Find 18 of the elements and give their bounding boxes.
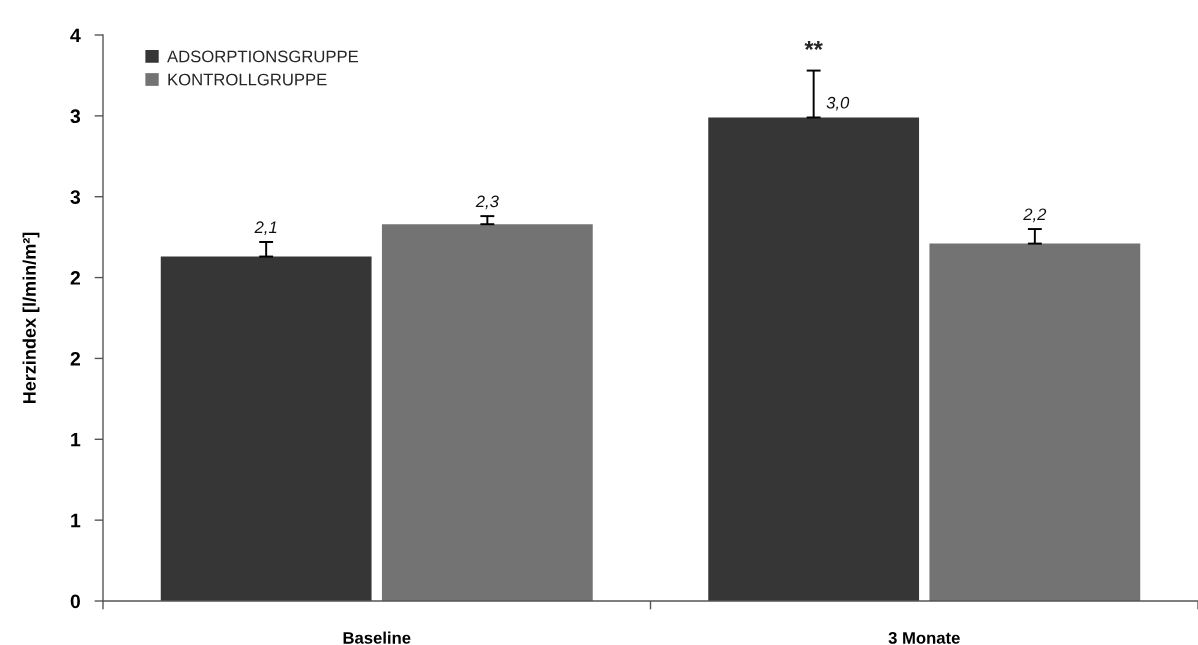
- data-label: 3,0: [826, 96, 850, 111]
- x-tick-label: Baseline: [343, 631, 411, 644]
- data-label: 2,2: [1023, 208, 1047, 223]
- annotation: **: [804, 41, 823, 50]
- data-label: 2,1: [254, 221, 277, 236]
- y-axis-title: Herzindex [l/min/m²]: [22, 232, 40, 404]
- y-tick-label: 1: [71, 513, 81, 528]
- y-tick-label: 1: [71, 432, 81, 447]
- y-tick-label: 0: [70, 594, 80, 609]
- y-tick-label: 2: [70, 271, 80, 285]
- legend-label: ADSORPTIONSGRUPPE: [167, 50, 359, 63]
- y-tick-label: 3: [70, 190, 81, 204]
- data-label: 2,3: [475, 195, 499, 210]
- y-tick-label: 2: [70, 351, 80, 366]
- x-tick-label: 3 Monate: [888, 632, 960, 644]
- y-tick-label: 4: [70, 28, 81, 43]
- legend-label: KONTROLLGRUPPE: [168, 73, 327, 86]
- y-tick-label: 3: [70, 109, 81, 124]
